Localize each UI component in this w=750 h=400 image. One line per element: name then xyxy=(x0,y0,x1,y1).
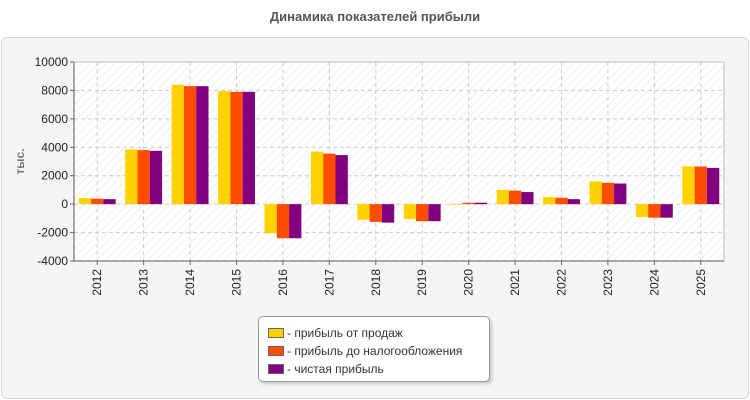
legend-swatch-sales-profit xyxy=(268,328,284,338)
bar-2016-series-1 xyxy=(264,204,277,234)
y-tick-label: 10000 xyxy=(35,55,69,69)
bar-2025-series-3 xyxy=(706,167,720,205)
bar-2018-series-1 xyxy=(357,204,370,220)
bar-2014-series-3 xyxy=(196,86,209,205)
bar-2015-series-1 xyxy=(218,91,231,205)
bar-2012-series-3 xyxy=(103,199,116,205)
bar-2012-series-1 xyxy=(78,198,92,205)
bar-2013-series-1 xyxy=(125,149,138,205)
bar-2017-series-1 xyxy=(310,151,324,205)
bar-2020-series-3 xyxy=(474,202,488,205)
y-tick-label: 4000 xyxy=(41,140,68,154)
x-tick-label: 2013 xyxy=(137,269,151,296)
bar-2024-series-3 xyxy=(660,204,673,218)
bar-2018-series-2 xyxy=(369,204,382,222)
x-tick-label: 2017 xyxy=(322,269,336,296)
bar-2019-series-1 xyxy=(403,204,417,220)
legend-label-net-profit: - чистая прибыль xyxy=(287,362,384,376)
bar-2015-series-3 xyxy=(242,91,255,205)
y-tick-label: 2000 xyxy=(41,169,68,183)
x-tick-label: 2025 xyxy=(694,269,708,296)
bar-2013-series-3 xyxy=(149,150,163,205)
x-tick-label: 2016 xyxy=(276,269,290,296)
x-tick-label: 2020 xyxy=(462,269,476,296)
bar-2019-series-3 xyxy=(428,204,441,222)
bar-2019-series-2 xyxy=(416,204,429,222)
x-tick-label: 2019 xyxy=(415,269,429,296)
y-tick-label: 8000 xyxy=(41,83,68,97)
legend-label-pretax-profit: - прибыль до налогообложения xyxy=(287,344,463,358)
bar-2017-series-3 xyxy=(335,155,348,205)
bar-2015-series-2 xyxy=(230,91,243,205)
bar-2021-series-3 xyxy=(521,192,534,205)
bar-2014-series-1 xyxy=(171,84,184,205)
y-tick-label: -2000 xyxy=(37,226,68,240)
bar-2014-series-2 xyxy=(183,86,197,205)
bar-2017-series-2 xyxy=(323,153,336,205)
bar-2016-series-2 xyxy=(276,204,290,239)
legend-swatch-pretax-profit xyxy=(268,346,284,356)
bar-2022-series-3 xyxy=(567,199,580,205)
bar-2012-series-2 xyxy=(91,198,104,205)
x-tick-label: 2021 xyxy=(508,269,522,296)
plot-area xyxy=(74,62,724,261)
bar-2023-series-2 xyxy=(601,182,615,205)
bar-2025-series-1 xyxy=(682,166,695,205)
legend-item-pretax-profit: - прибыль до налогообложения xyxy=(268,342,489,360)
y-tick-label: 0 xyxy=(61,197,68,211)
bar-2025-series-2 xyxy=(694,166,707,205)
bar-2020-series-1 xyxy=(450,204,463,205)
bar-2022-series-1 xyxy=(543,197,556,205)
legend-label-sales-profit: - прибыль от продаж xyxy=(287,326,403,340)
bar-2021-series-2 xyxy=(508,190,522,205)
chart-title: Динамика показателей прибыли xyxy=(269,9,481,24)
bar-2024-series-2 xyxy=(648,204,661,218)
bar-2018-series-3 xyxy=(381,204,395,223)
bar-2016-series-3 xyxy=(289,204,302,239)
y-axis-label: тыс. xyxy=(13,148,27,174)
legend-item-net-profit: - чистая прибыль xyxy=(268,360,489,378)
x-tick-label: 2022 xyxy=(555,269,569,296)
x-tick-label: 2014 xyxy=(183,269,197,296)
x-tick-label: 2024 xyxy=(647,269,661,296)
bar-2024-series-1 xyxy=(635,204,649,217)
bar-2020-series-2 xyxy=(462,202,475,205)
chart-legend: - прибыль от продаж - прибыль до налогоо… xyxy=(258,316,490,382)
bar-2013-series-2 xyxy=(137,150,150,205)
bar-2023-series-3 xyxy=(614,183,627,205)
bar-2021-series-1 xyxy=(496,189,509,205)
x-tick-label: 2018 xyxy=(369,269,383,296)
y-tick-label: 6000 xyxy=(41,112,68,126)
y-tick-label: -4000 xyxy=(37,254,68,268)
x-tick-label: 2015 xyxy=(230,269,244,296)
bar-2022-series-2 xyxy=(555,197,568,205)
legend-item-sales-profit: - прибыль от продаж xyxy=(268,324,489,342)
bar-2023-series-1 xyxy=(589,181,602,205)
x-tick-label: 2023 xyxy=(601,269,615,296)
x-tick-label: 2012 xyxy=(90,269,104,296)
legend-swatch-net-profit xyxy=(268,364,284,374)
